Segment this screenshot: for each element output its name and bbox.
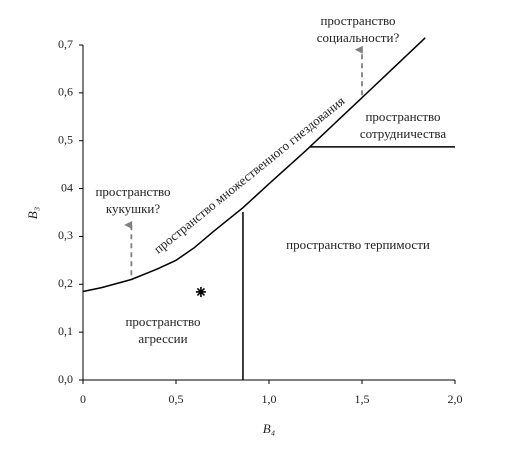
- x-tick-label: 0,5: [169, 392, 184, 406]
- y-tick-label: 0,5: [58, 132, 73, 146]
- annotation: пространство: [365, 109, 440, 124]
- annotation: пространство: [125, 314, 200, 329]
- x-tick-label: 1,5: [355, 392, 370, 406]
- y-tick-label: 0,1: [58, 324, 73, 338]
- y-axis-label: B₃: [25, 207, 40, 219]
- x-tick-label: 0: [80, 392, 86, 406]
- annotation: социальности?: [317, 30, 400, 45]
- y-tick-label: 0,2: [58, 276, 73, 290]
- x-tick-label: 2,0: [448, 392, 463, 406]
- y-tick-label: 0,7: [58, 37, 73, 51]
- y-tick-label: 0,6: [58, 85, 73, 99]
- y-tick-label: 0,3: [58, 228, 73, 242]
- x-tick-label: 1,0: [262, 392, 277, 406]
- star-point: [195, 286, 206, 297]
- boundary-line: [82, 37, 426, 293]
- annotation: кукушки?: [106, 201, 161, 216]
- annotation: агрессии: [138, 331, 187, 346]
- annotation: пространство терпимости: [286, 237, 430, 252]
- annotation: сотрудничества: [360, 126, 447, 141]
- x-axis-label: B₄: [263, 421, 276, 436]
- annotation: пространство: [320, 13, 395, 28]
- y-tick-label: 0,0: [58, 372, 73, 386]
- y-tick-label: 04: [61, 180, 73, 194]
- annotation: пространство: [95, 184, 170, 199]
- annotation: пространство множественного гнездования: [151, 93, 348, 256]
